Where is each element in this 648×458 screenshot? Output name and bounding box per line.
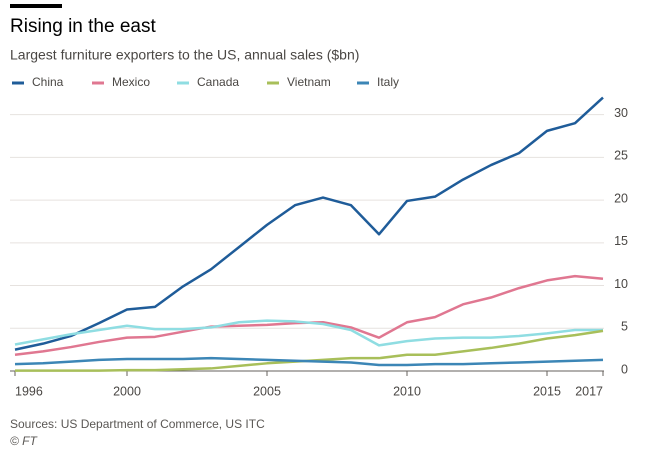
- x-tick-label: 2005: [253, 384, 281, 398]
- source: Sources: US Department of Commerce, US I…: [10, 417, 265, 431]
- legend-label: China: [32, 75, 64, 89]
- y-tick-label: 15: [614, 234, 628, 248]
- credit: © FT: [10, 434, 39, 448]
- y-tick-label: 0: [621, 362, 628, 376]
- y-tick-label: 25: [614, 149, 628, 163]
- legend-label: Italy: [377, 75, 399, 89]
- y-tick-label: 10: [614, 277, 628, 291]
- series-line: [14, 356, 604, 367]
- series-line: [14, 274, 604, 357]
- x-tick-label: 2010: [393, 384, 421, 398]
- x-tick-label: 2017: [575, 384, 603, 398]
- legend-label: Vietnam: [287, 75, 331, 89]
- legend-label: Canada: [197, 75, 239, 89]
- chart-subtitle: Largest furniture exporters to the US, a…: [10, 47, 359, 63]
- y-tick-label: 5: [621, 320, 628, 334]
- brand-bar: [10, 4, 62, 8]
- series-line: [14, 319, 603, 347]
- chart-title: Rising in the east: [10, 16, 156, 37]
- x-tick-label: 1996: [15, 384, 43, 398]
- x-tick-label: 2015: [533, 384, 561, 398]
- y-tick-label: 20: [614, 191, 628, 205]
- legend-label: Mexico: [112, 75, 150, 89]
- series-line: [14, 96, 604, 351]
- x-tick-label: 2000: [113, 384, 141, 398]
- y-tick-label: 30: [614, 106, 628, 120]
